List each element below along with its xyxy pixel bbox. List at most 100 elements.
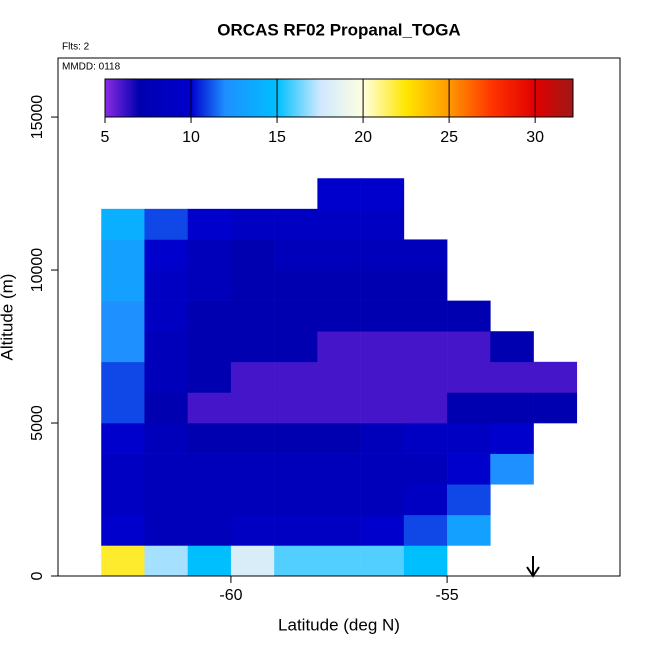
heat-cell xyxy=(360,300,405,332)
y-tick-label: 10000 xyxy=(29,248,46,293)
heat-cell xyxy=(187,361,232,393)
heat-cell xyxy=(187,300,232,332)
colorbar-tick-label: 10 xyxy=(182,129,200,146)
heat-cell xyxy=(403,453,448,485)
heat-cell xyxy=(101,300,145,332)
heat-cell xyxy=(360,239,405,271)
y-axis-label: Altitude (m) xyxy=(0,274,16,361)
heat-cell xyxy=(317,453,361,485)
heat-cell xyxy=(360,514,405,546)
heat-cell xyxy=(101,514,145,546)
x-tick-label: -60 xyxy=(219,587,242,604)
heat-cell xyxy=(230,514,275,546)
heat-cell xyxy=(144,392,188,424)
heat-cell xyxy=(274,484,318,516)
heat-cell xyxy=(230,239,275,271)
heat-cell xyxy=(403,300,448,332)
heat-cell xyxy=(274,423,318,454)
heat-cell xyxy=(101,392,145,424)
heat-cell xyxy=(447,392,491,424)
heat-cell xyxy=(274,514,318,546)
heat-cell xyxy=(360,361,405,393)
heat-cell xyxy=(187,423,232,454)
chart-title: ORCAS RF02 Propanal_TOGA xyxy=(217,20,460,39)
heat-cell xyxy=(360,208,405,240)
heat-cell xyxy=(144,270,188,301)
heat-cell xyxy=(230,484,275,516)
x-tick-label: -55 xyxy=(436,587,459,604)
heat-cell xyxy=(101,484,145,516)
colorbar xyxy=(104,78,574,118)
y-tick-label: 15000 xyxy=(29,95,46,140)
heat-cell xyxy=(317,392,361,424)
annotation: MMDD: 0118 xyxy=(62,62,121,73)
heat-cell xyxy=(447,423,491,454)
heat-cell xyxy=(144,331,188,363)
heat-cell xyxy=(274,208,318,240)
heat-cell xyxy=(403,270,448,301)
heat-cell xyxy=(101,239,145,271)
heat-cell xyxy=(230,270,275,301)
heat-cell xyxy=(447,484,491,516)
heat-cell xyxy=(230,331,275,363)
heat-cell xyxy=(447,300,491,332)
heat-cell xyxy=(403,331,448,363)
heat-cell xyxy=(274,331,318,363)
heat-cell xyxy=(360,484,405,516)
heat-cell xyxy=(360,545,405,577)
heat-cell xyxy=(101,545,145,577)
heat-cell xyxy=(144,514,188,546)
heat-cell xyxy=(317,514,361,546)
heat-cell xyxy=(274,545,318,577)
colorbar-tick-label: 5 xyxy=(101,129,110,146)
heat-cell xyxy=(360,423,405,454)
heat-cell xyxy=(274,300,318,332)
heat-cell xyxy=(230,208,275,240)
arrow xyxy=(526,556,540,578)
heat-cell xyxy=(274,239,318,271)
heat-cell xyxy=(144,300,188,332)
heat-cell xyxy=(447,361,491,393)
heat-cell xyxy=(187,484,232,516)
heat-cell xyxy=(187,545,232,577)
heat-cell xyxy=(274,361,318,393)
heat-cell xyxy=(187,514,232,546)
heat-cell xyxy=(360,331,405,363)
heat-cell xyxy=(447,453,491,485)
heat-cell xyxy=(274,453,318,485)
heat-cell xyxy=(187,239,232,271)
heat-cell xyxy=(403,423,448,454)
colorbar-tick-label: 15 xyxy=(268,129,286,146)
heat-cell xyxy=(144,453,188,485)
heat-cell xyxy=(317,239,361,271)
heat-cell xyxy=(360,453,405,485)
heat-cell xyxy=(187,453,232,485)
heat-cell xyxy=(144,239,188,271)
heat-cell xyxy=(403,361,448,393)
heat-cell xyxy=(101,331,145,363)
heat-cell xyxy=(101,208,145,240)
heat-cell xyxy=(144,423,188,454)
heat-cell xyxy=(317,178,361,210)
heat-cell xyxy=(187,208,232,240)
heat-cell xyxy=(144,208,188,240)
heat-cell xyxy=(101,361,145,393)
heat-cell xyxy=(187,331,232,363)
heat-cell xyxy=(403,484,448,516)
heat-cell xyxy=(533,361,578,393)
heat-cell xyxy=(101,423,145,454)
heat-cell xyxy=(317,484,361,516)
heat-cell xyxy=(317,300,361,332)
heat-cell xyxy=(144,361,188,393)
heat-cell xyxy=(230,423,275,454)
heat-cell xyxy=(144,545,188,577)
heat-cell xyxy=(317,208,361,240)
y-tick-label: 5000 xyxy=(29,405,46,441)
subtitle: Flts: 2 xyxy=(62,42,90,53)
heat-cell xyxy=(490,392,534,424)
heat-cell xyxy=(230,392,275,424)
heat-cell xyxy=(403,514,448,546)
heat-cell xyxy=(360,270,405,301)
plot-frame xyxy=(57,57,621,577)
